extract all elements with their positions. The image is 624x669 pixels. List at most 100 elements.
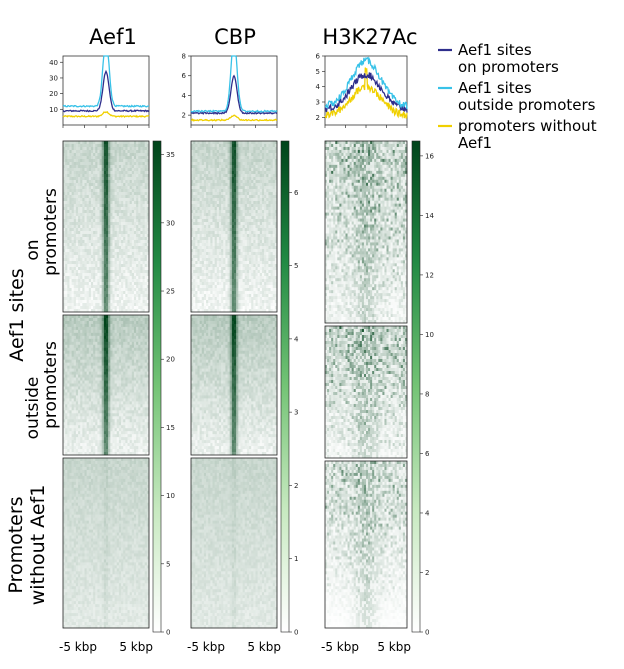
heatmap-cell — [123, 255, 125, 258]
heatmap-cell — [85, 327, 87, 330]
heatmap-cell — [72, 300, 74, 303]
heatmap-cell — [140, 255, 142, 258]
heatmap-cell — [121, 363, 123, 366]
heatmap-cell — [97, 249, 99, 252]
heatmap-cell — [117, 327, 119, 330]
heatmap-cell — [130, 339, 132, 342]
heatmap-cell — [78, 297, 80, 300]
heatmap-cell — [80, 219, 82, 222]
heatmap-cell — [91, 240, 93, 243]
heatmap-cell — [115, 333, 117, 336]
heatmap-cell — [121, 267, 123, 270]
heatmap-cell — [128, 171, 130, 174]
heatmap-cell — [134, 213, 136, 216]
heatmap-cell — [72, 327, 74, 330]
heatmap-cell — [87, 222, 89, 225]
heatmap-cell — [123, 279, 125, 282]
heatmap-cell — [78, 255, 80, 258]
heatmap-cell — [69, 159, 71, 162]
heatmap-cell — [125, 201, 127, 204]
heatmap-cell — [115, 270, 117, 273]
heatmap-cell — [143, 345, 145, 348]
heatmap-cell — [87, 303, 89, 306]
heatmap-cell — [78, 318, 80, 321]
heatmap-cell — [123, 315, 125, 318]
heatmap-cell — [91, 297, 93, 300]
heatmap-cell — [132, 318, 134, 321]
heatmap-cell — [87, 354, 89, 357]
heatmap-cell — [115, 153, 117, 156]
heatmap-cell — [76, 243, 78, 246]
heatmap-cell — [108, 225, 110, 228]
heatmap-cell — [85, 168, 87, 171]
heatmap-cell — [85, 282, 87, 285]
heatmap-cell — [76, 291, 78, 294]
heatmap-cell — [140, 273, 142, 276]
heatmap-cell — [145, 357, 147, 360]
heatmap-cell — [145, 267, 147, 270]
heatmap-cell — [93, 165, 95, 168]
heatmap-cell — [121, 162, 123, 165]
heatmap-cell — [87, 336, 89, 339]
heatmap-cell — [104, 168, 106, 171]
heatmap-cell — [69, 234, 71, 237]
heatmap-cell — [104, 162, 106, 165]
heatmap-cell — [69, 303, 71, 306]
profile-ytick-label: 30 — [49, 74, 58, 82]
heatmap-cell — [67, 180, 69, 183]
heatmap-cell — [136, 321, 138, 324]
heatmap-cell — [93, 231, 95, 234]
heatmap-cell — [132, 150, 134, 153]
heatmap-cell — [138, 255, 140, 258]
heatmap-cell — [136, 249, 138, 252]
heatmap-cell — [121, 144, 123, 147]
heatmap-cell — [85, 174, 87, 177]
heatmap-cell — [91, 192, 93, 195]
heatmap-cell — [125, 231, 127, 234]
heatmap-cell — [132, 177, 134, 180]
heatmap-cell — [100, 198, 102, 201]
heatmap-cell — [89, 273, 91, 276]
heatmap-cell — [121, 303, 123, 306]
heatmap-cell — [102, 168, 104, 171]
heatmap-cell — [76, 207, 78, 210]
heatmap-cell — [136, 186, 138, 189]
heatmap-cell — [106, 231, 108, 234]
heatmap-cell — [87, 375, 89, 378]
heatmap-cell — [128, 339, 130, 342]
heatmap-cell — [87, 180, 89, 183]
heatmap-cell — [136, 297, 138, 300]
heatmap-cell — [78, 360, 80, 363]
heatmap-cell — [125, 141, 127, 144]
heatmap-cell — [117, 249, 119, 252]
heatmap-cell — [115, 189, 117, 192]
heatmap-cell — [78, 345, 80, 348]
heatmap-cell — [100, 201, 102, 204]
heatmap-cell — [115, 243, 117, 246]
heatmap-cell — [97, 258, 99, 261]
heatmap-cell — [91, 333, 93, 336]
heatmap-cell — [93, 243, 95, 246]
heatmap-cell — [69, 264, 71, 267]
heatmap-cell — [136, 234, 138, 237]
heatmap-cell — [67, 285, 69, 288]
heatmap-cell — [140, 351, 142, 354]
heatmap-cell — [143, 360, 145, 363]
heatmap-cell — [117, 297, 119, 300]
heatmap-cell — [123, 318, 125, 321]
heatmap-cell — [104, 237, 106, 240]
heatmap-cell — [78, 153, 80, 156]
heatmap-cell — [130, 261, 132, 264]
heatmap-cell — [82, 306, 84, 309]
heatmap-cell — [123, 204, 125, 207]
heatmap-cell — [125, 147, 127, 150]
heatmap-cell — [76, 333, 78, 336]
heatmap-cell — [123, 162, 125, 165]
heatmap-cell — [85, 207, 87, 210]
heatmap-cell — [121, 324, 123, 327]
heatmap-cell — [132, 267, 134, 270]
heatmap-cell — [85, 141, 87, 144]
heatmap-cell — [140, 270, 142, 273]
heatmap-cell — [91, 177, 93, 180]
heatmap-cell — [130, 327, 132, 330]
